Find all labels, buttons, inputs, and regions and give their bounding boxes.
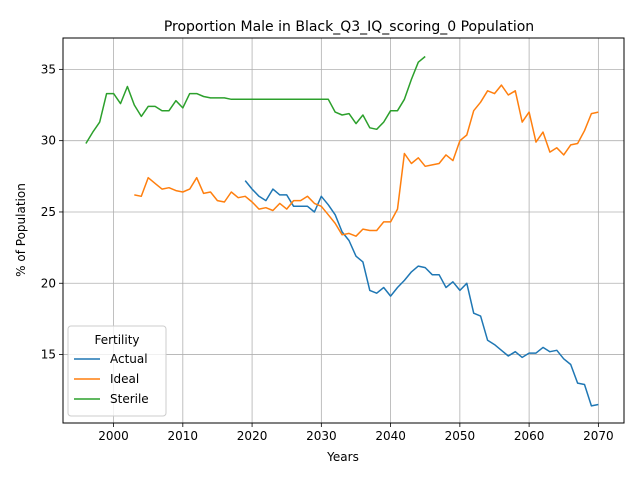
x-tick-label: 2020 <box>237 429 268 443</box>
y-tick-label: 20 <box>41 276 56 290</box>
y-tick-label: 15 <box>41 348 56 362</box>
series-line-sterile <box>85 55 426 144</box>
y-axis-label: % of Population <box>14 183 28 277</box>
series-line-actual <box>244 180 599 407</box>
plot-frame <box>62 37 625 424</box>
x-tick-label: 2030 <box>306 429 337 443</box>
legend-label-ideal: Ideal <box>110 372 139 386</box>
y-tick-label: 35 <box>41 62 56 76</box>
x-tick-label: 2000 <box>98 429 129 443</box>
legend-label-actual: Actual <box>110 352 148 366</box>
x-tick-label: 2050 <box>445 429 476 443</box>
x-ticks: 2000 2010 2020 2030 2040 2050 2060 2070 <box>98 423 614 443</box>
x-tick-label: 2040 <box>375 429 406 443</box>
x-tick-label: 2010 <box>168 429 199 443</box>
legend-entries: Actual Ideal Sterile <box>74 352 149 406</box>
y-tick-label: 30 <box>41 134 56 148</box>
chart-title: Proportion Male in Black_Q3_IQ_scoring_0… <box>164 19 534 35</box>
x-tick-label: 2060 <box>514 429 545 443</box>
series-line-ideal <box>134 84 599 237</box>
legend-box <box>67 325 167 417</box>
legend-title: Fertility <box>94 333 139 347</box>
y-tick-label: 25 <box>41 205 56 219</box>
series-layer <box>85 55 599 407</box>
y-ticks: 15 20 25 30 35 <box>41 62 63 362</box>
legend-label-sterile: Sterile <box>110 392 149 406</box>
x-axis-label: Years <box>326 450 359 464</box>
legend: Fertility Actual Ideal Sterile <box>67 325 167 417</box>
x-tick-label: 2070 <box>583 429 614 443</box>
